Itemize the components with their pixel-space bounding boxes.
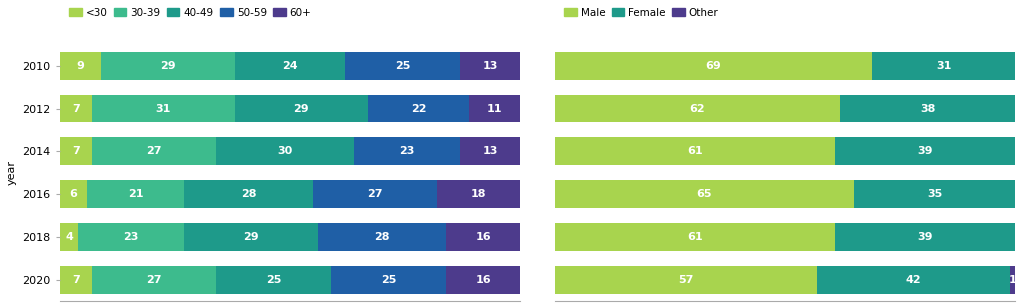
Text: 42: 42 [906,275,922,285]
Text: 57: 57 [678,275,693,285]
Bar [92,95,234,123]
Bar [817,266,1011,294]
Text: 29: 29 [160,61,176,71]
Bar [184,180,313,208]
Text: 13: 13 [482,146,498,156]
Text: 1: 1 [1009,275,1017,285]
Bar [460,137,520,165]
Text: 28: 28 [241,189,256,199]
Text: 27: 27 [146,146,162,156]
Text: 62: 62 [689,103,706,114]
Text: 35: 35 [927,189,942,199]
Text: 25: 25 [395,61,411,71]
Text: 27: 27 [368,189,383,199]
Text: 18: 18 [471,189,486,199]
Bar [313,180,437,208]
Text: 61: 61 [687,232,702,242]
Bar [1011,266,1015,294]
Text: 38: 38 [920,103,935,114]
Bar [92,137,216,165]
Bar [332,266,446,294]
Text: 16: 16 [475,275,492,285]
Bar [840,95,1015,123]
Bar [836,137,1015,165]
Bar [469,95,520,123]
Text: 30: 30 [278,146,293,156]
Text: 29: 29 [294,103,309,114]
Bar [872,52,1015,80]
Text: 7: 7 [72,146,80,156]
Bar [836,223,1015,251]
Text: 4: 4 [66,232,73,242]
Text: 28: 28 [374,232,390,242]
Bar [555,223,836,251]
Text: 9: 9 [77,61,84,71]
Bar [555,95,840,123]
Bar [446,266,520,294]
Bar [460,52,520,80]
Bar [317,223,446,251]
Text: 7: 7 [72,275,80,285]
Text: 39: 39 [918,232,933,242]
Bar [854,180,1015,208]
Text: 11: 11 [487,103,503,114]
Bar [59,52,101,80]
Text: 31: 31 [936,61,951,71]
Text: 29: 29 [243,232,259,242]
Text: 22: 22 [411,103,427,114]
Bar [59,266,92,294]
Bar [92,266,216,294]
Bar [78,223,184,251]
Text: 6: 6 [70,189,78,199]
Text: 27: 27 [146,275,162,285]
Bar [216,137,354,165]
Bar [555,180,854,208]
Bar [555,52,872,80]
Bar [59,137,92,165]
Text: 61: 61 [687,146,702,156]
Bar [59,180,87,208]
Bar [446,223,520,251]
Text: 13: 13 [482,61,498,71]
Bar [234,95,369,123]
Bar [59,95,92,123]
Text: 16: 16 [475,232,492,242]
Text: 7: 7 [72,103,80,114]
Text: 65: 65 [696,189,712,199]
Bar [234,52,345,80]
Bar [354,137,460,165]
Legend: Male, Female, Other: Male, Female, Other [560,3,723,22]
Text: 31: 31 [156,103,171,114]
Bar [87,180,184,208]
Text: 25: 25 [381,275,396,285]
Text: 24: 24 [282,61,298,71]
Text: 25: 25 [266,275,282,285]
Bar [101,52,234,80]
Bar [555,266,817,294]
Text: 39: 39 [918,146,933,156]
Bar [437,180,520,208]
Text: 23: 23 [124,232,139,242]
Bar [184,223,317,251]
Bar [555,137,836,165]
Bar [216,266,332,294]
Legend: <30, 30-39, 40-49, 50-59, 60+: <30, 30-39, 40-49, 50-59, 60+ [65,3,315,22]
Text: 21: 21 [128,189,143,199]
Bar [345,52,460,80]
Bar [59,223,78,251]
Y-axis label: year: year [7,160,17,185]
Bar [369,95,469,123]
Text: 23: 23 [399,146,415,156]
Text: 69: 69 [706,61,721,71]
